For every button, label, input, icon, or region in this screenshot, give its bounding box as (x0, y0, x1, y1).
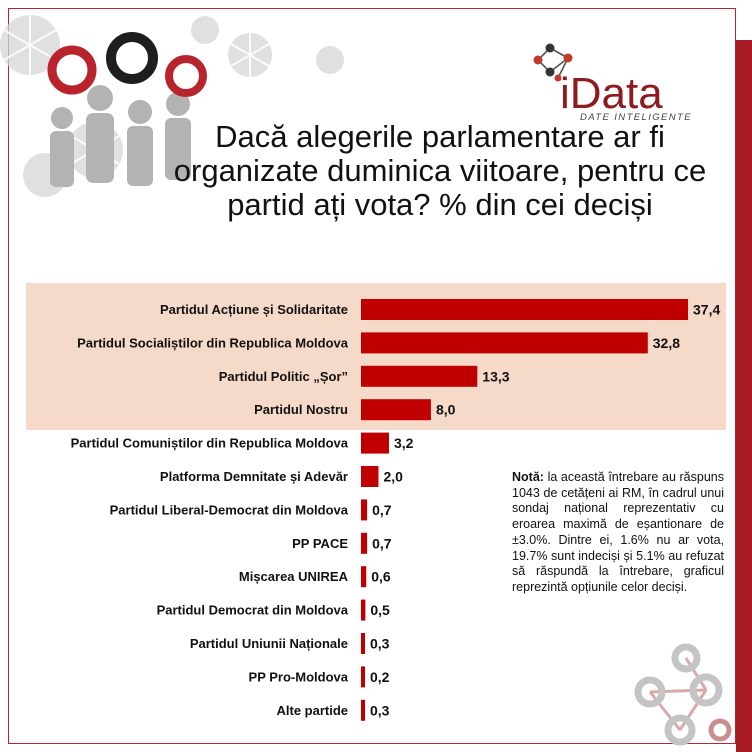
value-label: 3,2 (394, 435, 414, 451)
category-label: Partidul Comuniștilor din Republica Mold… (71, 436, 349, 451)
bar (361, 633, 365, 654)
molecule-decoration (634, 643, 732, 746)
decorative-strip (736, 40, 752, 752)
logo-brand: iData (560, 69, 663, 118)
bar (361, 466, 379, 487)
bar (361, 332, 648, 354)
bar (361, 699, 365, 721)
bar (361, 566, 367, 588)
people-snowflake-decoration (0, 15, 344, 197)
value-label: 0,6 (371, 569, 391, 585)
value-label: 32,8 (653, 335, 680, 351)
category-label: Partidul Acțiune și Solidaritate (160, 302, 348, 317)
bar (361, 432, 389, 454)
value-label: 0,7 (372, 502, 392, 518)
bar (361, 299, 688, 320)
value-label: 2,0 (383, 469, 403, 485)
category-label: Mișcarea UNIREA (239, 569, 349, 584)
bar (361, 365, 478, 387)
note-text: la această întrebare au răspuns 1043 de … (512, 470, 724, 594)
value-label: 37,4 (693, 302, 720, 318)
chart-title: Dacă alegerile parlamentare ar fi organi… (173, 119, 707, 222)
value-label: 0,3 (370, 702, 390, 718)
value-label: 13,3 (482, 368, 509, 384)
chart-frame (8, 8, 736, 744)
category-label: PP PACE (292, 536, 348, 551)
category-label: Partidul Democrat din Moldova (157, 603, 349, 618)
value-label: 0,3 (370, 636, 390, 652)
bar (361, 599, 366, 621)
bar (361, 666, 365, 688)
bar (361, 399, 431, 421)
idata-logo: iData DATE INTELIGENTE (533, 43, 692, 123)
survey-note: Notă: la această întrebare au răspuns 10… (512, 470, 724, 596)
bar (361, 499, 368, 521)
value-label: 8,0 (436, 402, 456, 418)
category-label: PP Pro-Moldova (249, 669, 349, 684)
category-label: Partidul Uniunii Naționale (190, 636, 348, 651)
value-label: 0,2 (370, 669, 390, 685)
category-label: Alte partide (276, 703, 348, 718)
category-label: Partidul Socialiștilor din Republica Mol… (77, 335, 349, 350)
bar (361, 532, 368, 554)
note-label: Notă: (512, 470, 544, 484)
category-label: Partidul Nostru (254, 402, 348, 417)
value-label: 0,7 (372, 535, 392, 551)
category-label: Partidul Politic „Șor” (219, 369, 348, 384)
category-label: Platforma Demnitate și Adevăr (160, 469, 348, 484)
value-label: 0,5 (370, 602, 390, 618)
category-label: Partidul Liberal-Democrat din Moldova (110, 502, 349, 517)
logo-tagline: DATE INTELIGENTE (580, 112, 692, 123)
